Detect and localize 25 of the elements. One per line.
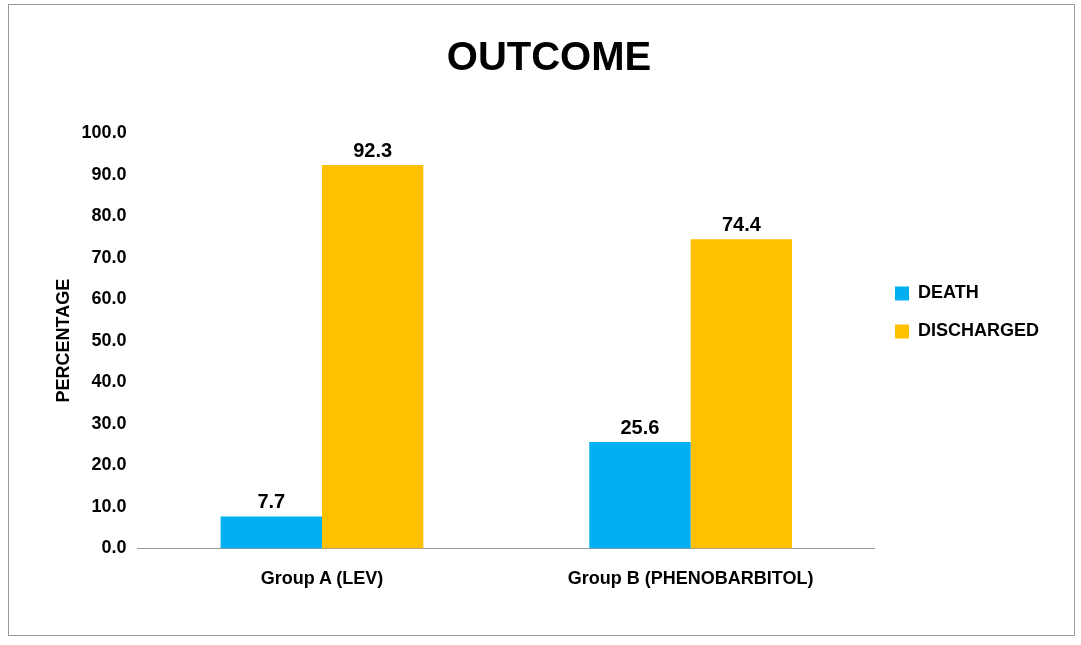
y-tick-label: 70.0	[91, 246, 127, 267]
y-tick-label: 10.0	[91, 495, 127, 516]
legend-label: DISCHARGED	[917, 320, 1040, 341]
data-label: 7.7	[257, 489, 286, 512]
x-tick-label: Group B (PHENOBARBITOL)	[567, 568, 814, 589]
bar	[690, 239, 793, 549]
chart-title: OUTCOME	[446, 34, 652, 79]
bar	[321, 164, 424, 549]
x-tick-label: Group A (LEV)	[260, 568, 384, 589]
y-axis-title: PERCENTAGE	[52, 278, 73, 403]
bar	[589, 442, 691, 549]
data-label: 25.6	[620, 415, 660, 438]
y-tick-label: 80.0	[91, 205, 127, 226]
bar	[220, 516, 322, 549]
data-label: 74.4	[721, 212, 762, 235]
y-tick-label: 100.0	[81, 121, 127, 142]
data-label: 92.3	[353, 138, 393, 161]
legend-label: DEATH	[917, 282, 979, 303]
y-tick-label: 50.0	[91, 329, 127, 350]
y-tick-label: 60.0	[91, 288, 127, 309]
y-tick-label: 40.0	[91, 371, 127, 392]
y-tick-label: 30.0	[91, 412, 127, 433]
y-tick-label: 20.0	[91, 454, 127, 475]
y-tick-label: 90.0	[91, 163, 127, 184]
y-tick-label: 0.0	[101, 537, 127, 558]
